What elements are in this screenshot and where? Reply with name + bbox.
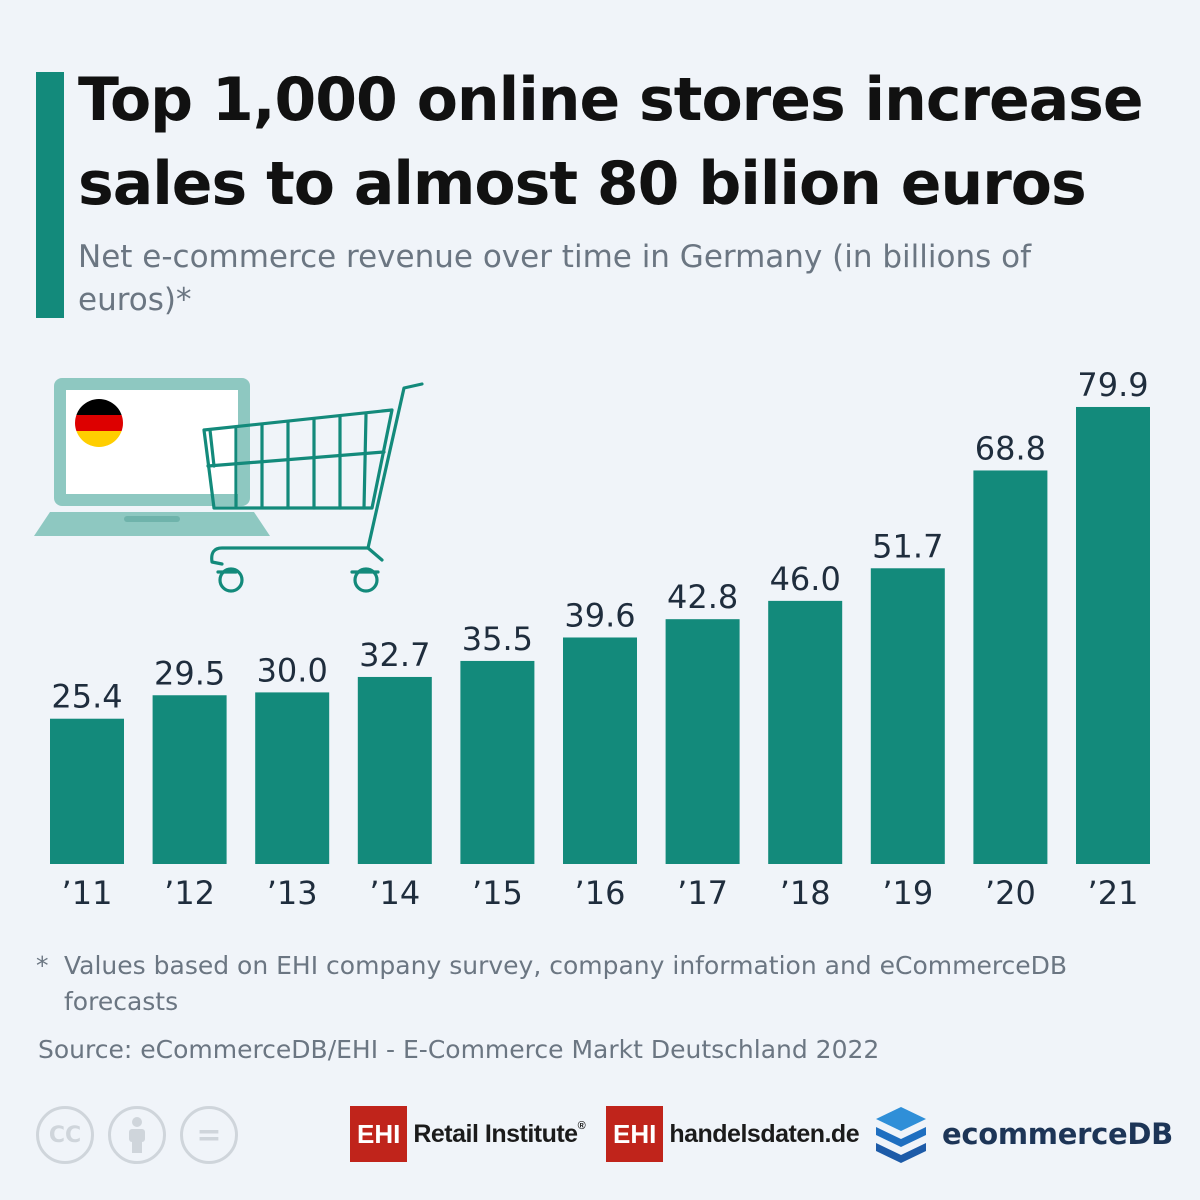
bar-7 (768, 600, 843, 864)
handelsdaten-logo-box: EHI (606, 1106, 664, 1162)
handelsdaten-logo[interactable]: EHI handelsdaten.de (606, 1106, 860, 1162)
ehi-logo-text: Retail Institute® (413, 1120, 585, 1149)
ehi-retail-institute-logo[interactable]: EHI Retail Institute® (350, 1106, 586, 1162)
value-label-7: 46.0 (770, 560, 841, 598)
bar-1 (152, 695, 227, 864)
title-accent-bar (36, 72, 64, 318)
footnote-marker: * (36, 951, 49, 980)
bar-chart: 25.4 ’11 29.5 ’12 30.0 ’13 32.7 ’14 35.5 ’15 39.6 ’… (34, 366, 1150, 912)
bar-0 (50, 718, 124, 864)
value-label-4: 35.5 (462, 620, 533, 658)
footnote-text: Values based on EHI company survey, comp… (64, 951, 1068, 1016)
category-label-1: ’12 (164, 874, 215, 912)
bar-10 (1076, 406, 1150, 864)
value-label-8: 51.7 (872, 527, 943, 565)
bar-3 (357, 676, 432, 864)
bar-6 (665, 619, 740, 864)
value-label-3: 32.7 (359, 636, 430, 674)
registered-mark: ® (577, 1119, 586, 1132)
category-label-8: ’19 (882, 874, 933, 912)
category-label-4: ’15 (472, 874, 523, 912)
category-label-9: ’20 (985, 874, 1036, 912)
value-label-6: 42.8 (667, 578, 738, 616)
footnote: * Values based on EHI company survey, co… (36, 948, 1156, 1020)
ecommercedb-stack-icon (876, 1107, 926, 1163)
bar-2 (255, 692, 330, 864)
ecommercedb-logo-text: ecommerceDB (942, 1117, 1173, 1151)
bar-4 (460, 660, 535, 864)
category-label-2: ’13 (267, 874, 318, 912)
bars-group: 25.4 ’11 29.5 ’12 30.0 ’13 32.7 ’14 35.5 ’15 39.6 ’… (50, 366, 1150, 912)
chart-title: Top 1,000 online stores increase sales t… (78, 65, 1144, 219)
ehi-logo-box: EHI (350, 1106, 408, 1162)
category-label-10: ’21 (1088, 874, 1139, 912)
value-label-2: 30.0 (257, 651, 328, 689)
bar-9 (973, 470, 1048, 864)
value-label-9: 68.8 (975, 429, 1046, 467)
shopping-cart-icon (202, 382, 424, 593)
category-label-6: ’17 (677, 874, 728, 912)
category-label-3: ’14 (369, 874, 420, 912)
category-label-5: ’16 (575, 874, 626, 912)
value-label-5: 39.6 (564, 596, 635, 634)
germany-flag-icon (75, 399, 123, 447)
value-label-10: 79.9 (1077, 366, 1148, 404)
source-text: Source: eCommerceDB/EHI - E-Commerce Mar… (38, 1035, 880, 1064)
ehi-logo-label: Retail Institute (413, 1119, 578, 1148)
no-derivatives-icon[interactable]: = (180, 1106, 238, 1164)
attribution-icon[interactable] (108, 1106, 166, 1164)
ecommercedb-logo[interactable]: ecommerceDB (874, 1104, 1173, 1164)
bar-5 (563, 637, 637, 864)
bar-8 (870, 568, 945, 864)
chart-subtitle: Net e-commerce revenue over time in Germ… (78, 239, 1031, 318)
cc-icon[interactable]: CC (36, 1106, 94, 1164)
person-icon (129, 1117, 145, 1153)
category-label-0: ’11 (62, 874, 113, 912)
category-label-7: ’18 (780, 874, 831, 912)
value-label-0: 25.4 (51, 678, 122, 716)
handelsdaten-logo-text: handelsdaten.de (669, 1119, 860, 1148)
value-label-1: 29.5 (154, 654, 225, 692)
